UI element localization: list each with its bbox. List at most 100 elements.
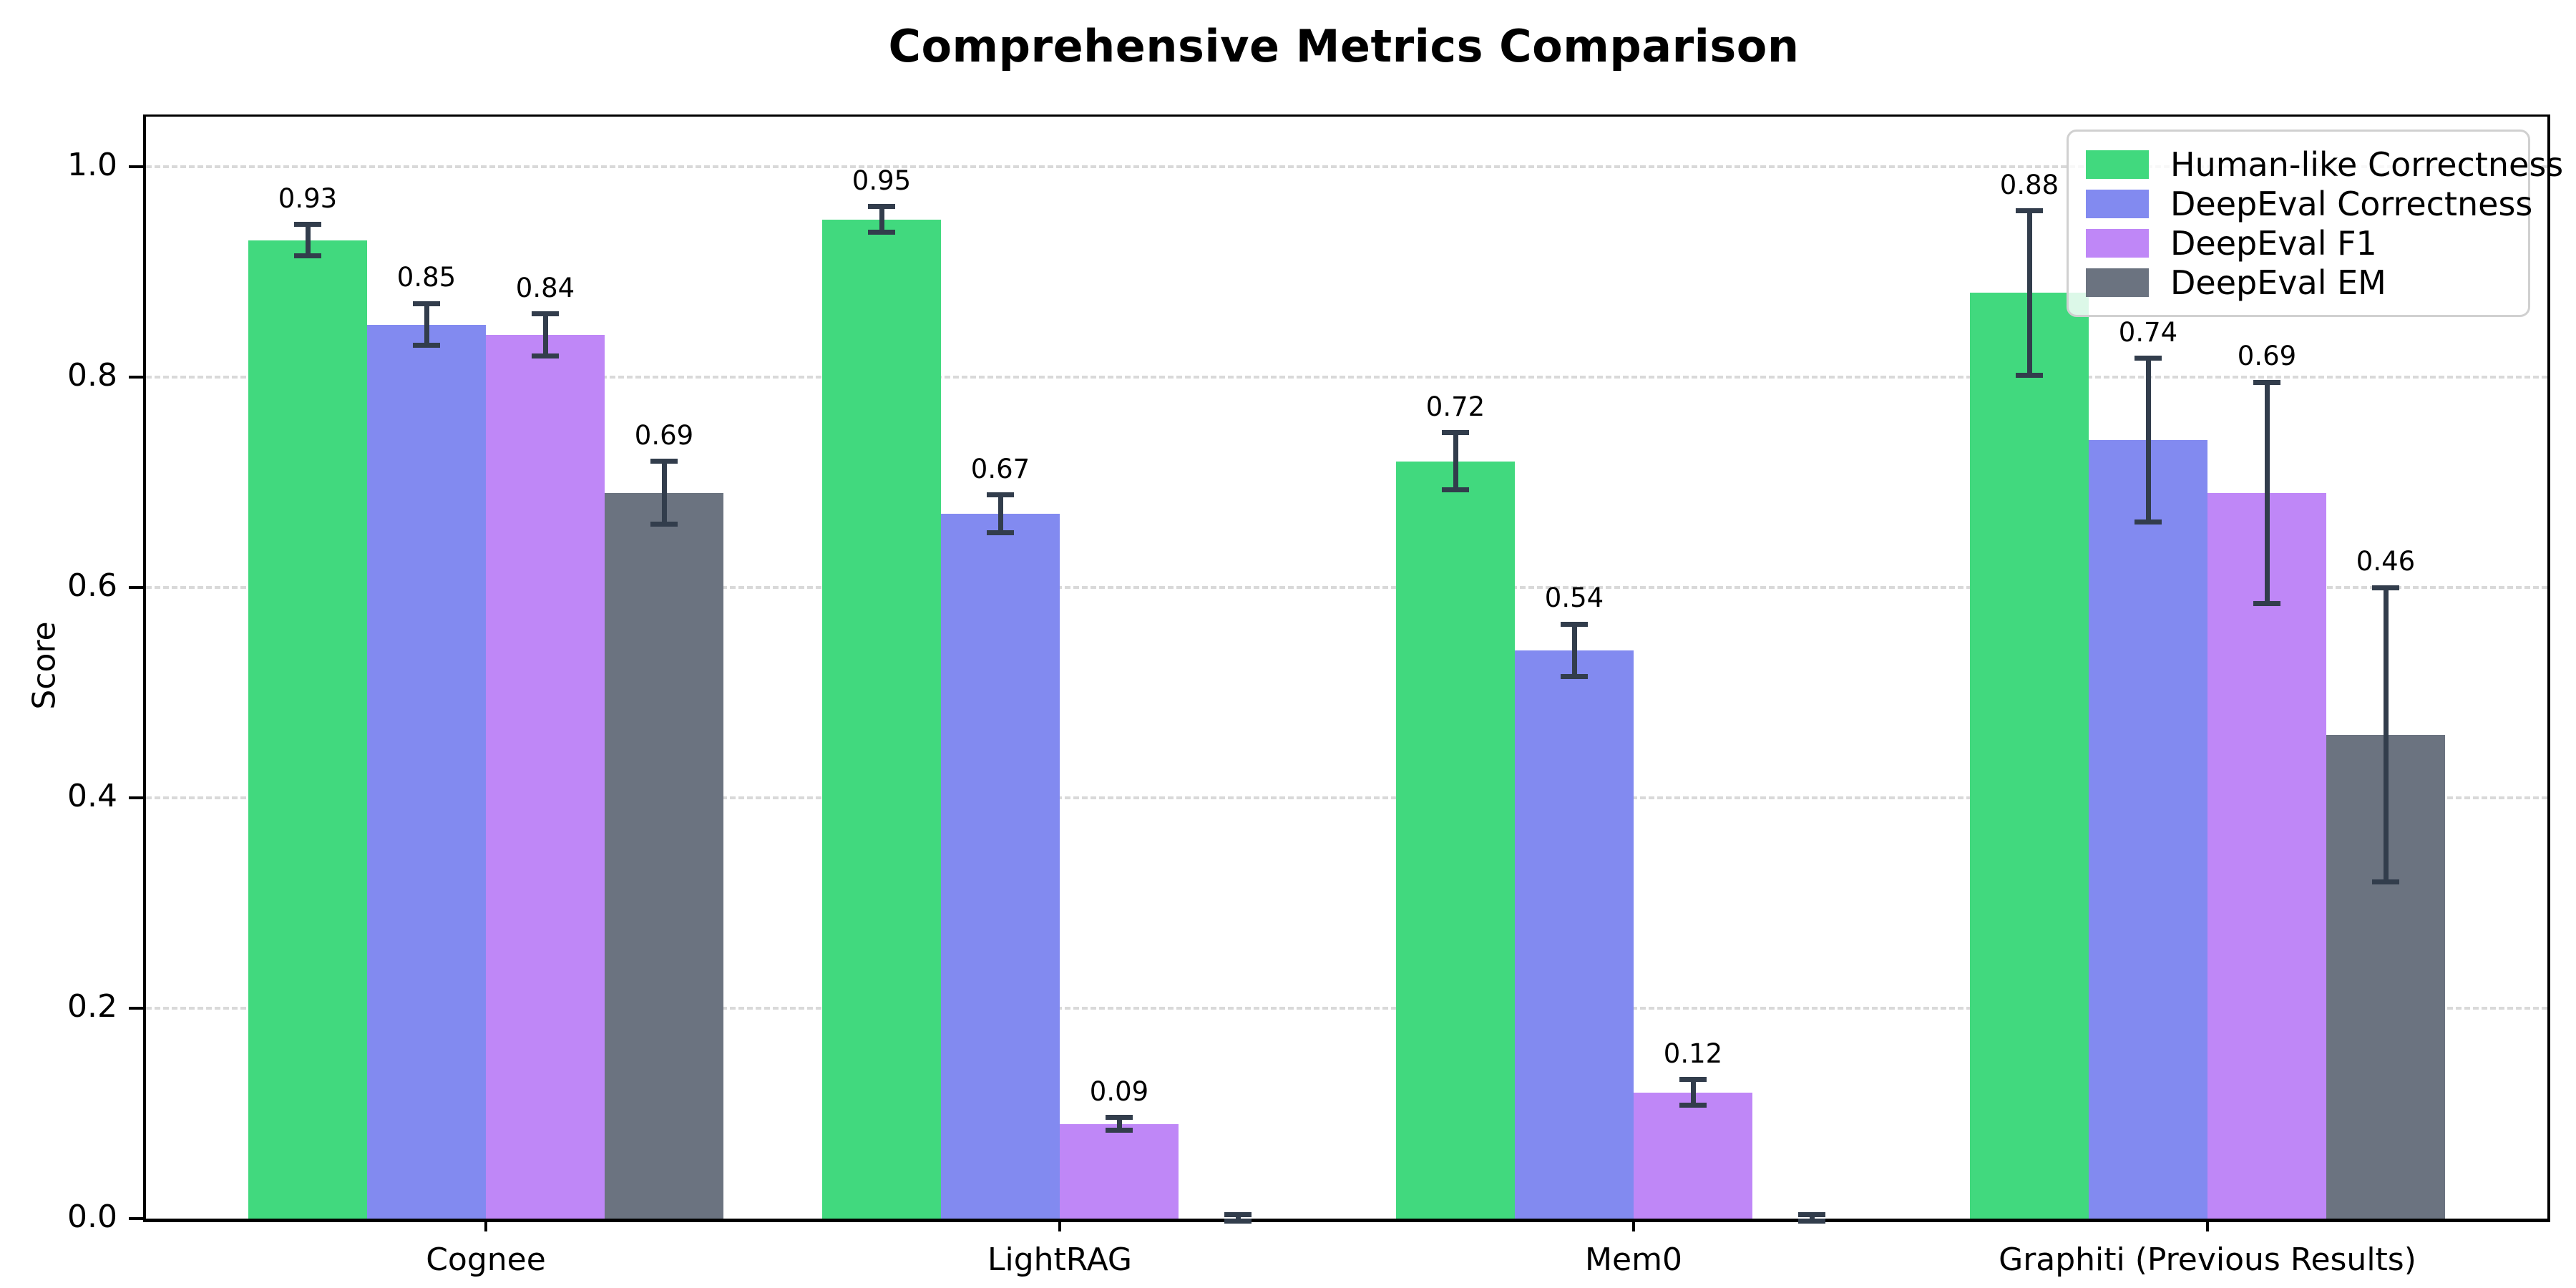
error-bar — [1235, 1214, 1241, 1221]
error-bar-cap — [2372, 879, 2399, 885]
legend: Human-like Correctness DeepEval Correctne… — [2067, 130, 2563, 317]
bar-cognee-series-0 — [248, 240, 367, 1219]
y-axis-tick — [129, 165, 143, 168]
error-bar-cap — [868, 204, 895, 210]
y-tick-label: 0.6 — [67, 567, 117, 604]
y-tick-label: 1.0 — [67, 147, 117, 183]
error-bar — [661, 461, 667, 525]
error-bar-cap — [1561, 621, 1588, 627]
error-bar-cap — [987, 492, 1014, 498]
legend-swatch — [2086, 228, 2149, 258]
legend-item: DeepEval EM — [2086, 263, 2511, 302]
bar-value-label: 0.46 — [2356, 546, 2416, 577]
y-tick-label: 0.2 — [67, 988, 117, 1025]
error-bar-cap — [532, 311, 559, 317]
error-bar — [997, 494, 1003, 533]
y-tick-label: 0.8 — [67, 357, 117, 394]
x-axis-tick — [1632, 1219, 1635, 1231]
bar-graphiti-previous-results--series-0 — [1970, 293, 2089, 1219]
y-axis-tick — [129, 1007, 143, 1010]
bar-value-label: 0.12 — [1663, 1038, 1723, 1069]
bar-value-label: 0.95 — [852, 165, 912, 196]
bar-cognee-series-3 — [605, 492, 723, 1219]
error-bar-cap — [2253, 600, 2280, 606]
error-bar — [1690, 1079, 1696, 1106]
error-bar-cap — [1561, 674, 1588, 680]
error-bar-cap — [1224, 1218, 1252, 1224]
x-category-label: LightRAG — [987, 1241, 1133, 1278]
bar-value-label: 0.67 — [970, 453, 1030, 484]
error-bar-cap — [2253, 379, 2280, 385]
error-bar-cap — [1442, 487, 1469, 492]
error-bar-cap — [1679, 1077, 1707, 1083]
error-bar — [1809, 1214, 1815, 1221]
error-bar-cap — [1106, 1115, 1133, 1121]
bar-value-label: 0.09 — [1089, 1075, 1149, 1107]
legend-label: DeepEval F1 — [2170, 223, 2377, 263]
error-bar-cap — [532, 353, 559, 359]
y-tick-label: 0.4 — [67, 778, 117, 814]
error-bar-cap — [294, 253, 321, 259]
error-bar — [1571, 624, 1577, 677]
x-category-label: Cognee — [426, 1241, 546, 1278]
error-bar — [424, 303, 429, 346]
y-axis-label: Score — [26, 621, 63, 710]
gridline — [146, 1007, 2547, 1010]
gridline — [146, 165, 2547, 168]
error-bar-cap — [413, 343, 440, 348]
error-bar — [879, 206, 884, 233]
error-bar-cap — [650, 522, 678, 527]
legend-swatch — [2086, 150, 2149, 179]
bar-lightrag-series-0 — [822, 219, 941, 1219]
legend-item: Human-like Correctness — [2086, 145, 2563, 184]
error-bar-cap — [2016, 372, 2043, 378]
error-bar-cap — [868, 229, 895, 235]
y-axis-tick — [129, 586, 143, 589]
chart-title: Comprehensive Metrics Comparison — [888, 20, 1800, 72]
gridline — [146, 586, 2547, 589]
error-bar-cap — [2372, 585, 2399, 590]
x-axis-tick — [484, 1219, 487, 1231]
bar-graphiti-previous-results--series-2 — [2207, 492, 2326, 1219]
bar-value-label: 0.69 — [634, 419, 694, 451]
bar-value-label: 0.88 — [1999, 169, 2059, 200]
error-bar — [305, 224, 311, 256]
error-bar — [2383, 587, 2389, 882]
legend-item: DeepEval Correctness — [2086, 185, 2532, 223]
bar-cognee-series-1 — [367, 324, 486, 1219]
error-bar — [2026, 210, 2032, 376]
y-tick-label: 0.0 — [67, 1199, 117, 1235]
bar-lightrag-series-2 — [1060, 1123, 1179, 1219]
error-bar-cap — [413, 301, 440, 306]
bar-cognee-series-2 — [486, 335, 605, 1219]
gridline — [146, 796, 2547, 799]
legend-label: Human-like Correctness — [2170, 145, 2564, 184]
error-bar — [2264, 382, 2270, 604]
x-category-label: Mem0 — [1585, 1241, 1682, 1278]
x-axis-tick — [1058, 1219, 1061, 1231]
gridline — [146, 376, 2547, 379]
error-bar-cap — [294, 222, 321, 228]
legend-item: DeepEval F1 — [2086, 224, 2511, 263]
x-axis-tick — [2206, 1219, 2209, 1231]
error-bar-cap — [1798, 1211, 1825, 1217]
error-bar-cap — [1798, 1218, 1825, 1224]
error-bar-cap — [2135, 519, 2162, 525]
legend-swatch — [2086, 268, 2149, 297]
error-bar-cap — [987, 530, 1014, 536]
bar-value-label: 0.84 — [515, 272, 575, 303]
error-bar-cap — [650, 459, 678, 464]
error-bar-cap — [2016, 208, 2043, 214]
y-axis-tick — [129, 376, 143, 379]
error-bar-cap — [2135, 356, 2162, 361]
bar-value-label: 0.74 — [2118, 316, 2178, 348]
bar-mem0-series-2 — [1634, 1092, 1752, 1219]
bar-mem0-series-1 — [1515, 650, 1634, 1219]
bar-lightrag-series-1 — [941, 514, 1060, 1219]
y-axis-tick — [129, 1217, 143, 1220]
bar-value-label: 0.93 — [278, 182, 338, 214]
bar-value-label: 0.85 — [396, 262, 457, 293]
error-bar-cap — [1106, 1128, 1133, 1133]
error-bar — [2145, 358, 2151, 522]
